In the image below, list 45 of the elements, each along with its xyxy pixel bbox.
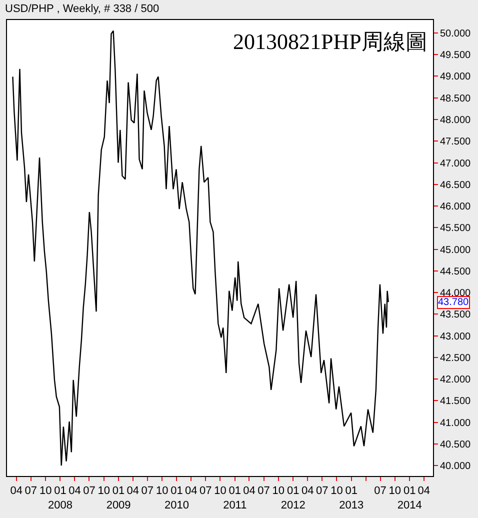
x-tick-label: 07 — [199, 485, 212, 498]
x-tick-label: 10 — [214, 485, 226, 498]
y-tick-label: 42.000 — [440, 374, 472, 386]
x-tick-label: 07 — [316, 485, 328, 498]
text: USD/PHP , Weekly, # 338 / 500 — [5, 3, 160, 15]
x-tick-label: 07 — [258, 485, 270, 498]
text: 43.780 — [438, 297, 470, 308]
x-tick-label: 04 — [10, 485, 23, 498]
y-tick-label: 40.000 — [440, 461, 472, 472]
x-tick-label: 10 — [330, 485, 343, 498]
x-tick-label: 10 — [39, 485, 52, 498]
x-tick-label: 04 — [126, 485, 140, 498]
x-tick-label: 10 — [272, 485, 285, 498]
y-tick-label: 49.500 — [440, 50, 472, 62]
x-tick-label: 10 — [98, 485, 110, 498]
x-tick-label: 04 — [68, 485, 81, 498]
x-tick-label: 07 — [374, 485, 386, 498]
y-tick-label: 49.000 — [440, 72, 472, 83]
y-tick-label: 42.500 — [440, 352, 472, 364]
y-tick-label: 44.500 — [440, 266, 472, 278]
y-tick-label: 47.500 — [440, 136, 472, 148]
y-tick-label: 46.000 — [440, 202, 472, 213]
y-tick-label: 47.000 — [440, 158, 472, 170]
y-tick-label: 50.000 — [440, 28, 472, 40]
y-tick-label: 44.000 — [440, 288, 472, 300]
y-tick-label: 43.000 — [440, 331, 472, 342]
y-tick-label: 41.500 — [440, 396, 472, 408]
chart-title: 20130821PHP周線圖 — [233, 29, 428, 54]
y-tick-label: 48.000 — [440, 115, 472, 126]
y-tick-label: 48.500 — [440, 93, 472, 104]
y-tick-label: 45.000 — [440, 244, 472, 256]
x-tick-label: 04 — [418, 485, 430, 498]
x-tick-label: 10 — [156, 485, 168, 498]
x-tick-label: 04 — [301, 485, 314, 498]
y-tick-label: 40.500 — [440, 439, 472, 450]
x-tick-label: 07 — [141, 485, 154, 498]
y-tick-label: 45.500 — [440, 223, 472, 234]
x-tick-label: 07 — [24, 485, 38, 498]
x-tick-label: 07 — [83, 485, 96, 498]
x-tick-label: 04 — [243, 485, 256, 498]
y-tick-label: 46.500 — [440, 180, 472, 191]
y-tick-label: 43.500 — [440, 310, 472, 321]
y-tick-label: 41.000 — [440, 418, 472, 429]
x-tick-label: 10 — [388, 485, 402, 498]
x-tick-label: 04 — [184, 485, 198, 498]
